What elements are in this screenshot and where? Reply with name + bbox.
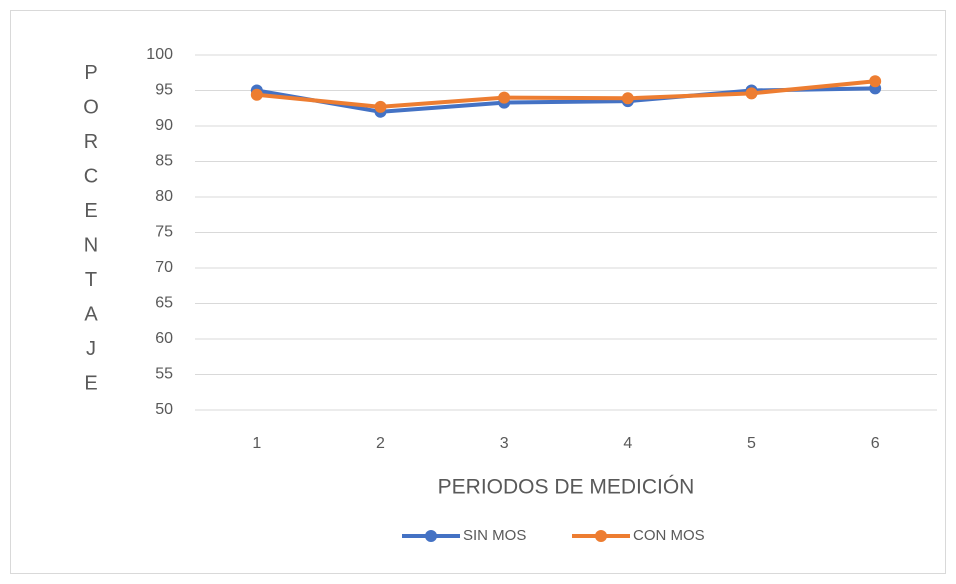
y-tick-label: 65 bbox=[155, 295, 173, 312]
x-tick-label: 3 bbox=[500, 435, 509, 452]
y-tick-label: 70 bbox=[155, 259, 173, 276]
y-tick-label: 90 bbox=[155, 117, 173, 134]
legend-marker bbox=[595, 530, 607, 542]
data-point bbox=[745, 87, 758, 100]
data-point bbox=[250, 88, 263, 101]
legend-marker bbox=[425, 530, 437, 542]
x-axis-label: PERIODOS DE MEDICIÓN bbox=[438, 476, 695, 499]
x-tick-label: 1 bbox=[252, 435, 261, 452]
y-tick-label: 85 bbox=[155, 153, 173, 170]
y-tick-label: 60 bbox=[155, 330, 173, 347]
x-tick-label: 4 bbox=[623, 435, 632, 452]
y-tick-label: 80 bbox=[155, 188, 173, 205]
legend-label: CON MOS bbox=[633, 527, 705, 544]
legend-label: SIN MOS bbox=[463, 527, 526, 544]
y-tick-label: 55 bbox=[155, 366, 173, 383]
y-tick-label: 75 bbox=[155, 224, 173, 241]
series-line bbox=[256, 79, 876, 109]
x-tick-label: 6 bbox=[871, 435, 880, 452]
y-tick-label: 100 bbox=[146, 46, 173, 63]
y-tick-label: 50 bbox=[155, 401, 173, 418]
data-point bbox=[498, 91, 511, 104]
data-point bbox=[374, 100, 387, 113]
data-point bbox=[621, 92, 634, 105]
y-tick-label: 95 bbox=[155, 82, 173, 99]
x-tick-label: 2 bbox=[376, 435, 385, 452]
y-axis-label: PORCENTAJE bbox=[80, 62, 102, 407]
data-point bbox=[869, 75, 882, 88]
x-tick-label: 5 bbox=[747, 435, 756, 452]
